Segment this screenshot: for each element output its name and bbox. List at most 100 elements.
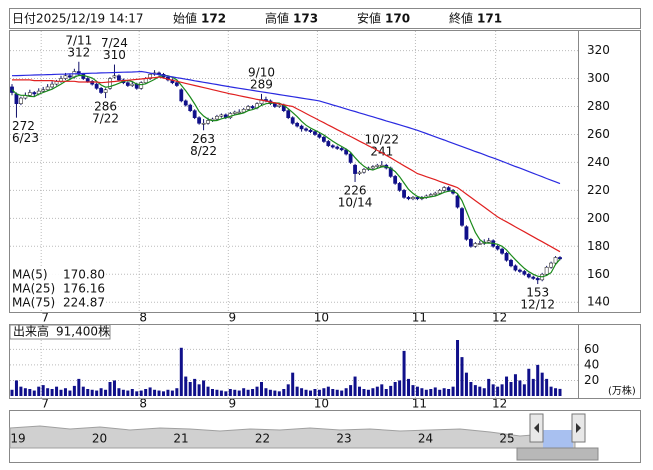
annotation-date: 8/22 <box>190 144 217 158</box>
candle-body <box>19 97 23 104</box>
volume-bar <box>144 389 148 396</box>
right-arrow <box>576 423 581 433</box>
legend-value: 176.16 <box>63 282 105 296</box>
moving-average-line <box>11 74 561 278</box>
date-label: 日付 <box>12 12 36 26</box>
candle-body <box>206 120 210 124</box>
volume-bar <box>104 389 108 396</box>
annotation-date: 10/14 <box>338 195 373 209</box>
volume-bar <box>50 389 54 396</box>
candle-body <box>286 110 291 118</box>
volume-bar <box>304 389 308 396</box>
candle-body <box>415 197 420 200</box>
candle-body <box>188 104 193 111</box>
volume-bar <box>32 390 36 396</box>
volume-bar <box>282 389 286 396</box>
volume-bar <box>522 384 526 396</box>
volume-bar <box>59 389 63 396</box>
volume-bar <box>41 385 45 396</box>
candle-body <box>522 271 527 275</box>
volume-bar <box>202 380 206 396</box>
volume-bar <box>344 388 348 396</box>
candle-body <box>477 243 482 245</box>
candle-body <box>112 75 117 78</box>
candle-body <box>460 208 464 226</box>
candle-body <box>411 197 415 200</box>
navigator-selection <box>543 430 573 448</box>
navigator-label: 19 <box>10 432 25 446</box>
volume-bar <box>531 378 535 396</box>
volume-bar <box>233 389 237 396</box>
volume-bar <box>438 389 442 396</box>
volume-bar <box>335 389 339 396</box>
candle-body <box>192 110 197 118</box>
candle-body <box>45 86 50 91</box>
candle-body <box>259 99 264 104</box>
x-tick-label: 9 <box>228 397 236 411</box>
x-tick-label: 8 <box>139 397 147 411</box>
candle-body <box>464 226 469 240</box>
volume-bar <box>135 391 139 396</box>
volume-bar <box>393 382 397 396</box>
high-label: 高値 <box>265 11 289 26</box>
volume-bar <box>153 389 157 396</box>
candle-body <box>370 166 375 169</box>
candle-body <box>393 176 398 184</box>
x-tick-label: 10 <box>314 311 329 325</box>
volume-bar <box>206 386 210 396</box>
candle-body <box>183 100 188 106</box>
annotation-price: 153 <box>526 286 549 300</box>
volume-bar <box>473 385 477 396</box>
candle-body <box>304 128 308 131</box>
volume-bar <box>402 350 406 396</box>
candle-body <box>544 266 549 275</box>
candle-body <box>125 82 130 86</box>
annotation-date: 10/22 <box>364 133 399 147</box>
volume-bar <box>362 389 366 396</box>
annotation-date: 12/12 <box>520 298 555 312</box>
candle-body <box>330 145 335 148</box>
navigator-label: 21 <box>173 432 188 446</box>
candle-body <box>232 111 237 114</box>
candle-body <box>317 134 322 138</box>
volume-bar <box>295 386 299 396</box>
volume-bar <box>251 389 255 396</box>
annotation-price: 286 <box>94 100 117 114</box>
candle-body <box>433 192 438 195</box>
candle-body <box>504 252 509 261</box>
candle-body <box>375 164 380 167</box>
date: 2025/12/19 14:17 <box>36 12 144 26</box>
low-value: 170 <box>385 12 410 26</box>
y-tick-label: 240 <box>587 155 610 169</box>
annotation-price: 263 <box>192 132 215 146</box>
low-label: 安値 <box>357 11 381 26</box>
volume-bar <box>326 386 330 396</box>
candle-body <box>246 106 251 110</box>
volume-bar <box>148 387 152 396</box>
navigator-thumb[interactable] <box>516 447 599 461</box>
candle-body <box>99 88 104 93</box>
volume-bar <box>255 386 259 396</box>
volume-tick-label: 60 <box>584 342 599 356</box>
high-value: 173 <box>293 12 318 26</box>
volume-bar <box>117 388 121 396</box>
volume-unit: (万株) <box>608 384 636 397</box>
legend-value: 170.80 <box>63 268 105 282</box>
volume-bar <box>77 378 81 396</box>
y-tick-label: 200 <box>587 211 610 225</box>
volume-bar <box>264 388 268 396</box>
volume-bar <box>442 388 446 396</box>
y-tick-label: 140 <box>587 295 610 309</box>
volume-bar <box>545 378 549 396</box>
candle-body <box>321 136 326 142</box>
candle-body <box>362 169 366 173</box>
volume-bar <box>322 388 326 396</box>
volume-bar <box>447 389 451 396</box>
candle-body <box>299 125 304 130</box>
candle-body <box>201 122 206 125</box>
volume-bar <box>407 378 411 396</box>
candle-body <box>397 183 402 191</box>
volume-bar <box>429 389 433 396</box>
open-value: 172 <box>201 12 226 26</box>
annotation-date: 7/22 <box>92 112 119 126</box>
